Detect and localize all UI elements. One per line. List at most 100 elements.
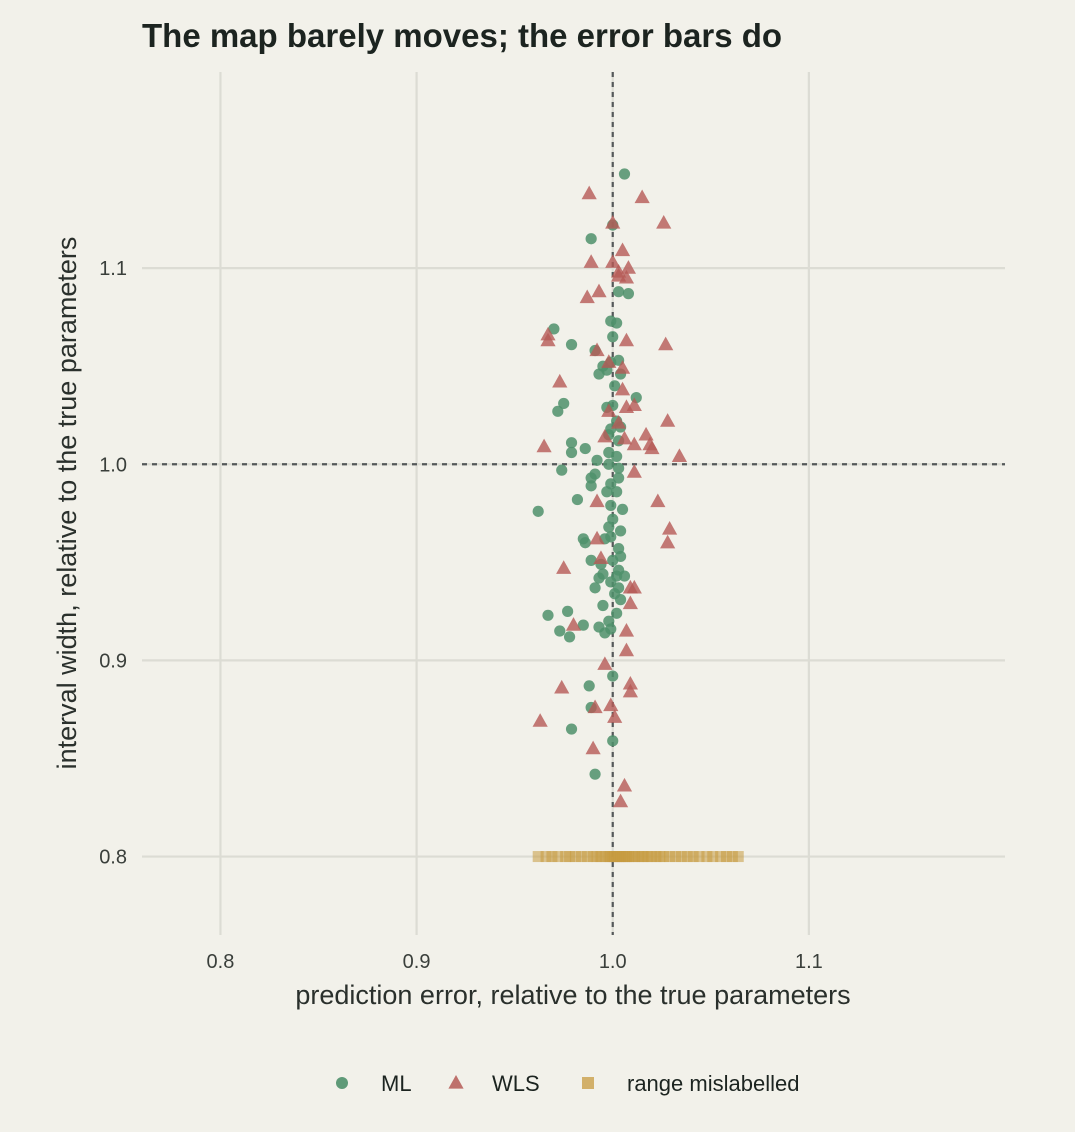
ml-point: [605, 499, 617, 512]
ml-point: [607, 331, 619, 343]
ml-point: [613, 462, 625, 474]
x-tick-label: 1.1: [795, 951, 823, 973]
ml-point: [603, 458, 615, 470]
ml-point: [563, 631, 576, 643]
wls-point: [565, 617, 582, 631]
wls-point: [622, 675, 638, 690]
wls-point: [618, 622, 635, 637]
ml-point: [607, 554, 619, 566]
series-wls: [532, 185, 688, 808]
ml-point: [583, 680, 595, 692]
ml-point: [577, 619, 589, 631]
series-range-mislabelled: [532, 851, 744, 863]
wls-point: [634, 189, 650, 204]
ml-point: [542, 609, 554, 621]
ml-point: [548, 323, 560, 335]
legend-key-square: [582, 1077, 594, 1089]
ml-point: [556, 464, 568, 476]
wls-point: [597, 656, 613, 670]
wls-point: [552, 373, 568, 388]
wls-point: [616, 430, 633, 445]
ml-point: [611, 317, 623, 329]
range-point: [687, 851, 699, 863]
range-point: [540, 851, 552, 863]
range-point: [575, 851, 587, 863]
ml-point: [532, 505, 544, 517]
ml-point: [585, 480, 597, 492]
wls-point: [589, 342, 605, 357]
range-point: [693, 851, 705, 863]
wls-point: [556, 560, 572, 574]
wls-point: [612, 793, 629, 808]
ml-point: [593, 368, 605, 380]
wls-point: [589, 530, 605, 545]
wls-point: [626, 397, 642, 412]
wls-point: [601, 354, 617, 368]
wls-point: [611, 415, 627, 429]
ml-point: [589, 582, 601, 594]
wls-point: [607, 709, 623, 723]
wls-point: [622, 683, 638, 698]
wls-point: [626, 579, 642, 594]
ml-point: [565, 339, 578, 351]
y-tick-label: 0.8: [99, 847, 127, 869]
wls-point: [583, 254, 599, 268]
ml-point: [607, 670, 619, 682]
legend-key-circle: [336, 1077, 348, 1089]
legend-label: WLS: [492, 1071, 540, 1096]
range-point: [720, 851, 732, 863]
wls-point: [585, 740, 601, 755]
wls-point: [532, 713, 548, 727]
ml-point: [605, 576, 617, 588]
wls-point: [536, 438, 552, 453]
ml-point: [613, 286, 625, 298]
wls-point: [554, 679, 570, 694]
legend-item: WLS: [448, 1071, 540, 1096]
ml-point: [585, 472, 597, 484]
legend-item: range mislabelled: [582, 1071, 799, 1096]
wls-point: [579, 289, 595, 304]
legend-label: range mislabelled: [627, 1071, 799, 1096]
ml-point: [613, 472, 625, 484]
ml-point: [614, 525, 627, 537]
y-axis-title: interval width, relative to the true par…: [52, 237, 82, 770]
wls-point: [540, 332, 556, 347]
data-points: [532, 168, 744, 863]
wls-point: [658, 336, 674, 351]
wls-point: [616, 777, 633, 792]
ml-point: [589, 768, 601, 780]
range-point: [569, 851, 581, 863]
range-point: [581, 851, 593, 863]
range-point: [726, 851, 738, 863]
wls-point: [671, 448, 688, 463]
x-tick-label: 1.0: [599, 951, 627, 973]
y-tick-label: 1.0: [99, 454, 127, 476]
ml-point: [558, 397, 570, 410]
ml-point: [597, 599, 609, 612]
range-point: [715, 851, 727, 863]
ml-point: [609, 380, 621, 392]
ml-point: [611, 486, 623, 498]
range-point: [707, 851, 719, 863]
wls-point: [662, 520, 678, 535]
wls-point: [638, 426, 654, 441]
range-point: [701, 851, 713, 863]
range-point: [564, 851, 576, 863]
chart-title: The map barely moves; the error bars do: [142, 17, 782, 54]
wls-point: [656, 215, 672, 229]
ml-point: [614, 594, 627, 606]
wls-point: [605, 215, 621, 229]
range-point: [664, 851, 676, 863]
wls-point: [591, 283, 607, 298]
ml-point: [562, 605, 574, 617]
range-point: [658, 851, 670, 863]
ml-point: [616, 503, 629, 515]
ml-point: [552, 405, 564, 417]
wls-point: [614, 381, 631, 396]
ml-point: [599, 627, 611, 639]
wls-point: [622, 595, 638, 610]
wls-point: [650, 493, 666, 508]
ml-point: [571, 493, 584, 506]
wls-point: [614, 360, 631, 374]
wls-point: [603, 697, 619, 712]
